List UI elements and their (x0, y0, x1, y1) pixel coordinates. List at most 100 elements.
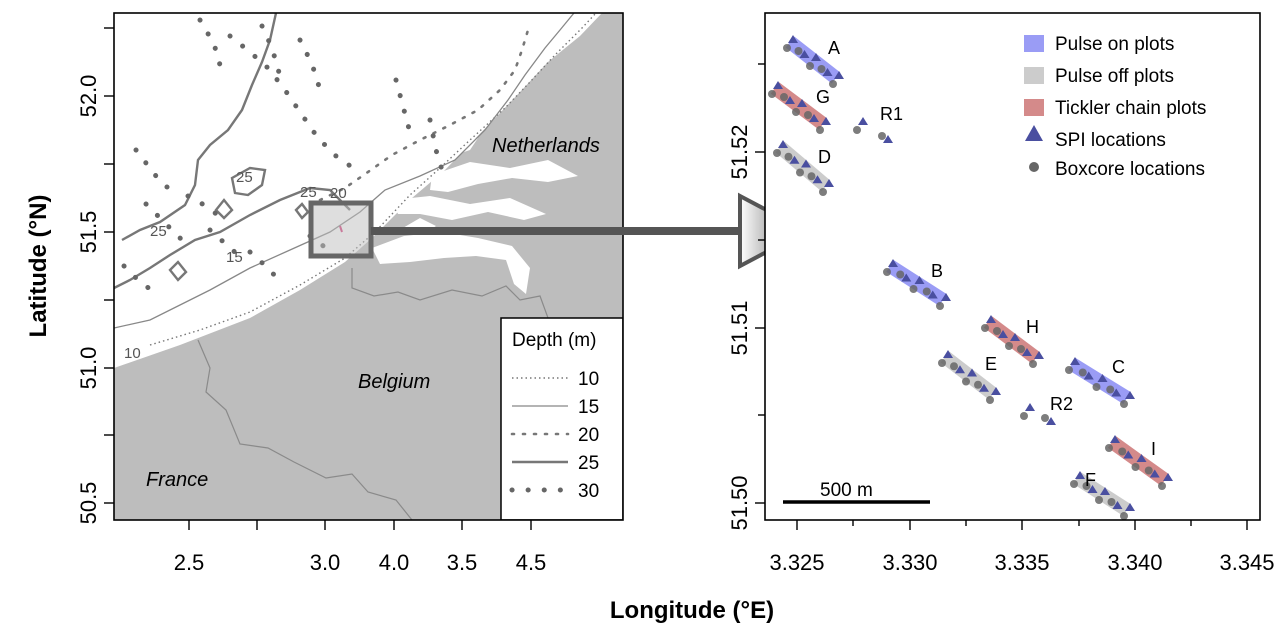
left-map-frame (113, 12, 624, 521)
spi-location (834, 71, 844, 79)
contour-25m-c (230, 166, 267, 197)
left-y-tick: 52.0 (76, 75, 101, 118)
depth-legend-title: Depth (m) (512, 330, 596, 351)
spi-location (998, 330, 1008, 338)
right-x-tick: 3.335 (994, 550, 1049, 575)
boxcore-location (1107, 498, 1116, 506)
boxcore-location (853, 126, 861, 134)
boxcore-location (773, 149, 781, 157)
legend-label: Pulse on plots (1055, 34, 1174, 55)
boxcore-location (794, 47, 803, 55)
boxcore-location (1070, 480, 1078, 488)
depth-legend-entry-10: 10 (578, 369, 599, 390)
boxcore-location (1005, 342, 1013, 350)
boxcore-location (1118, 447, 1127, 456)
depth-legend: Depth (m) 10 15 20 25 30 (500, 317, 623, 520)
spi-location (986, 315, 996, 323)
boxcore-location (817, 65, 826, 73)
plot-label: R1 (880, 104, 903, 124)
right-x-tick: 3.345 (1219, 550, 1274, 575)
boxcore-location (1020, 412, 1028, 420)
spi-location (1136, 454, 1147, 462)
spi-location (1070, 357, 1080, 365)
boxcore-location (796, 168, 804, 177)
boxcore-location (1144, 466, 1153, 475)
left-x-tick: 4.5 (516, 550, 547, 575)
right-y-tick: 51.52 (727, 124, 752, 179)
spi-location (1083, 371, 1094, 380)
boxcore-location (962, 377, 970, 386)
spi-location (801, 159, 811, 168)
legend-triangle-icon (1025, 125, 1043, 141)
spi-location (1125, 391, 1135, 399)
boxcore-location (883, 268, 891, 276)
spi-location (955, 365, 965, 374)
country-netherlands: Netherlands (492, 135, 600, 157)
legend-label: Boxcore locations (1055, 159, 1205, 180)
boxcore-location (1041, 414, 1049, 422)
boxcore-location (819, 188, 827, 196)
legend-swatch-tickler (1024, 99, 1044, 116)
land-mass (114, 13, 623, 520)
spi-location (858, 117, 868, 125)
plot-label: R2 (1050, 394, 1073, 414)
plot-legend: Pulse on plots Pulse off plots Tickler c… (1024, 34, 1206, 180)
contour-label-15: 15 (226, 249, 243, 266)
boxcore-location (1131, 463, 1140, 471)
left-x-tick: 4.0 (379, 550, 410, 575)
contour-20m (318, 28, 530, 202)
plot-label: C (1112, 357, 1125, 377)
boxcore-location (804, 111, 812, 119)
plot-label: G (816, 87, 830, 107)
left-x-tick: 2.5 (174, 550, 205, 575)
spi-location (941, 293, 951, 301)
spi-location (888, 259, 898, 267)
scale-bar-label: 500 m (820, 480, 873, 501)
spi-location (809, 114, 819, 122)
boxcore-location (783, 44, 791, 52)
left-y-tick: 51.0 (76, 347, 101, 390)
boxcore-location (974, 380, 982, 389)
boxcore-location (1029, 360, 1037, 368)
boxcore-location (922, 287, 931, 296)
spi-location (785, 96, 795, 104)
spi-location (812, 175, 823, 184)
spi-location (799, 50, 810, 58)
boxcore-location (1095, 496, 1103, 504)
contour-label-25-right: 25 (300, 184, 317, 201)
right-y-axis (755, 63, 765, 504)
right-x-tick: 3.330 (882, 550, 937, 575)
left-y-axis (104, 27, 114, 504)
boxcore-location (938, 359, 946, 367)
left-x-axis (188, 520, 532, 530)
boxcore-location (986, 396, 994, 404)
spi-location (1097, 374, 1108, 382)
spi-location (1110, 435, 1120, 443)
spi-location (943, 350, 953, 358)
left-y-tick: 50.5 (76, 482, 101, 525)
study-area-marker (339, 225, 343, 233)
legend-label: Pulse off plots (1055, 66, 1174, 87)
plot-label: I (1151, 439, 1156, 459)
spi-location (797, 99, 807, 107)
contour-label-25-mid: 25 (236, 169, 253, 186)
boxcore-location (1120, 512, 1128, 520)
boxcore-location (816, 126, 824, 134)
contour-25m-d (168, 198, 310, 282)
right-y-tick: 51.50 (727, 475, 752, 530)
plot-label: F (1085, 470, 1096, 490)
plot-label: E (985, 354, 997, 374)
depth-legend-entry-15: 15 (578, 397, 599, 418)
boxcore-location (806, 62, 814, 70)
spi-location (1025, 403, 1035, 411)
contour-30m (121, 17, 445, 299)
boxcore-location (909, 285, 918, 293)
spi-location (883, 135, 893, 143)
spi-location (1034, 351, 1044, 359)
spi-location (789, 155, 800, 164)
right-y-tick: 51.51 (727, 300, 752, 355)
spi-location (1046, 417, 1056, 425)
boxcore-location (1082, 482, 1091, 490)
boxcore-location (768, 90, 776, 98)
